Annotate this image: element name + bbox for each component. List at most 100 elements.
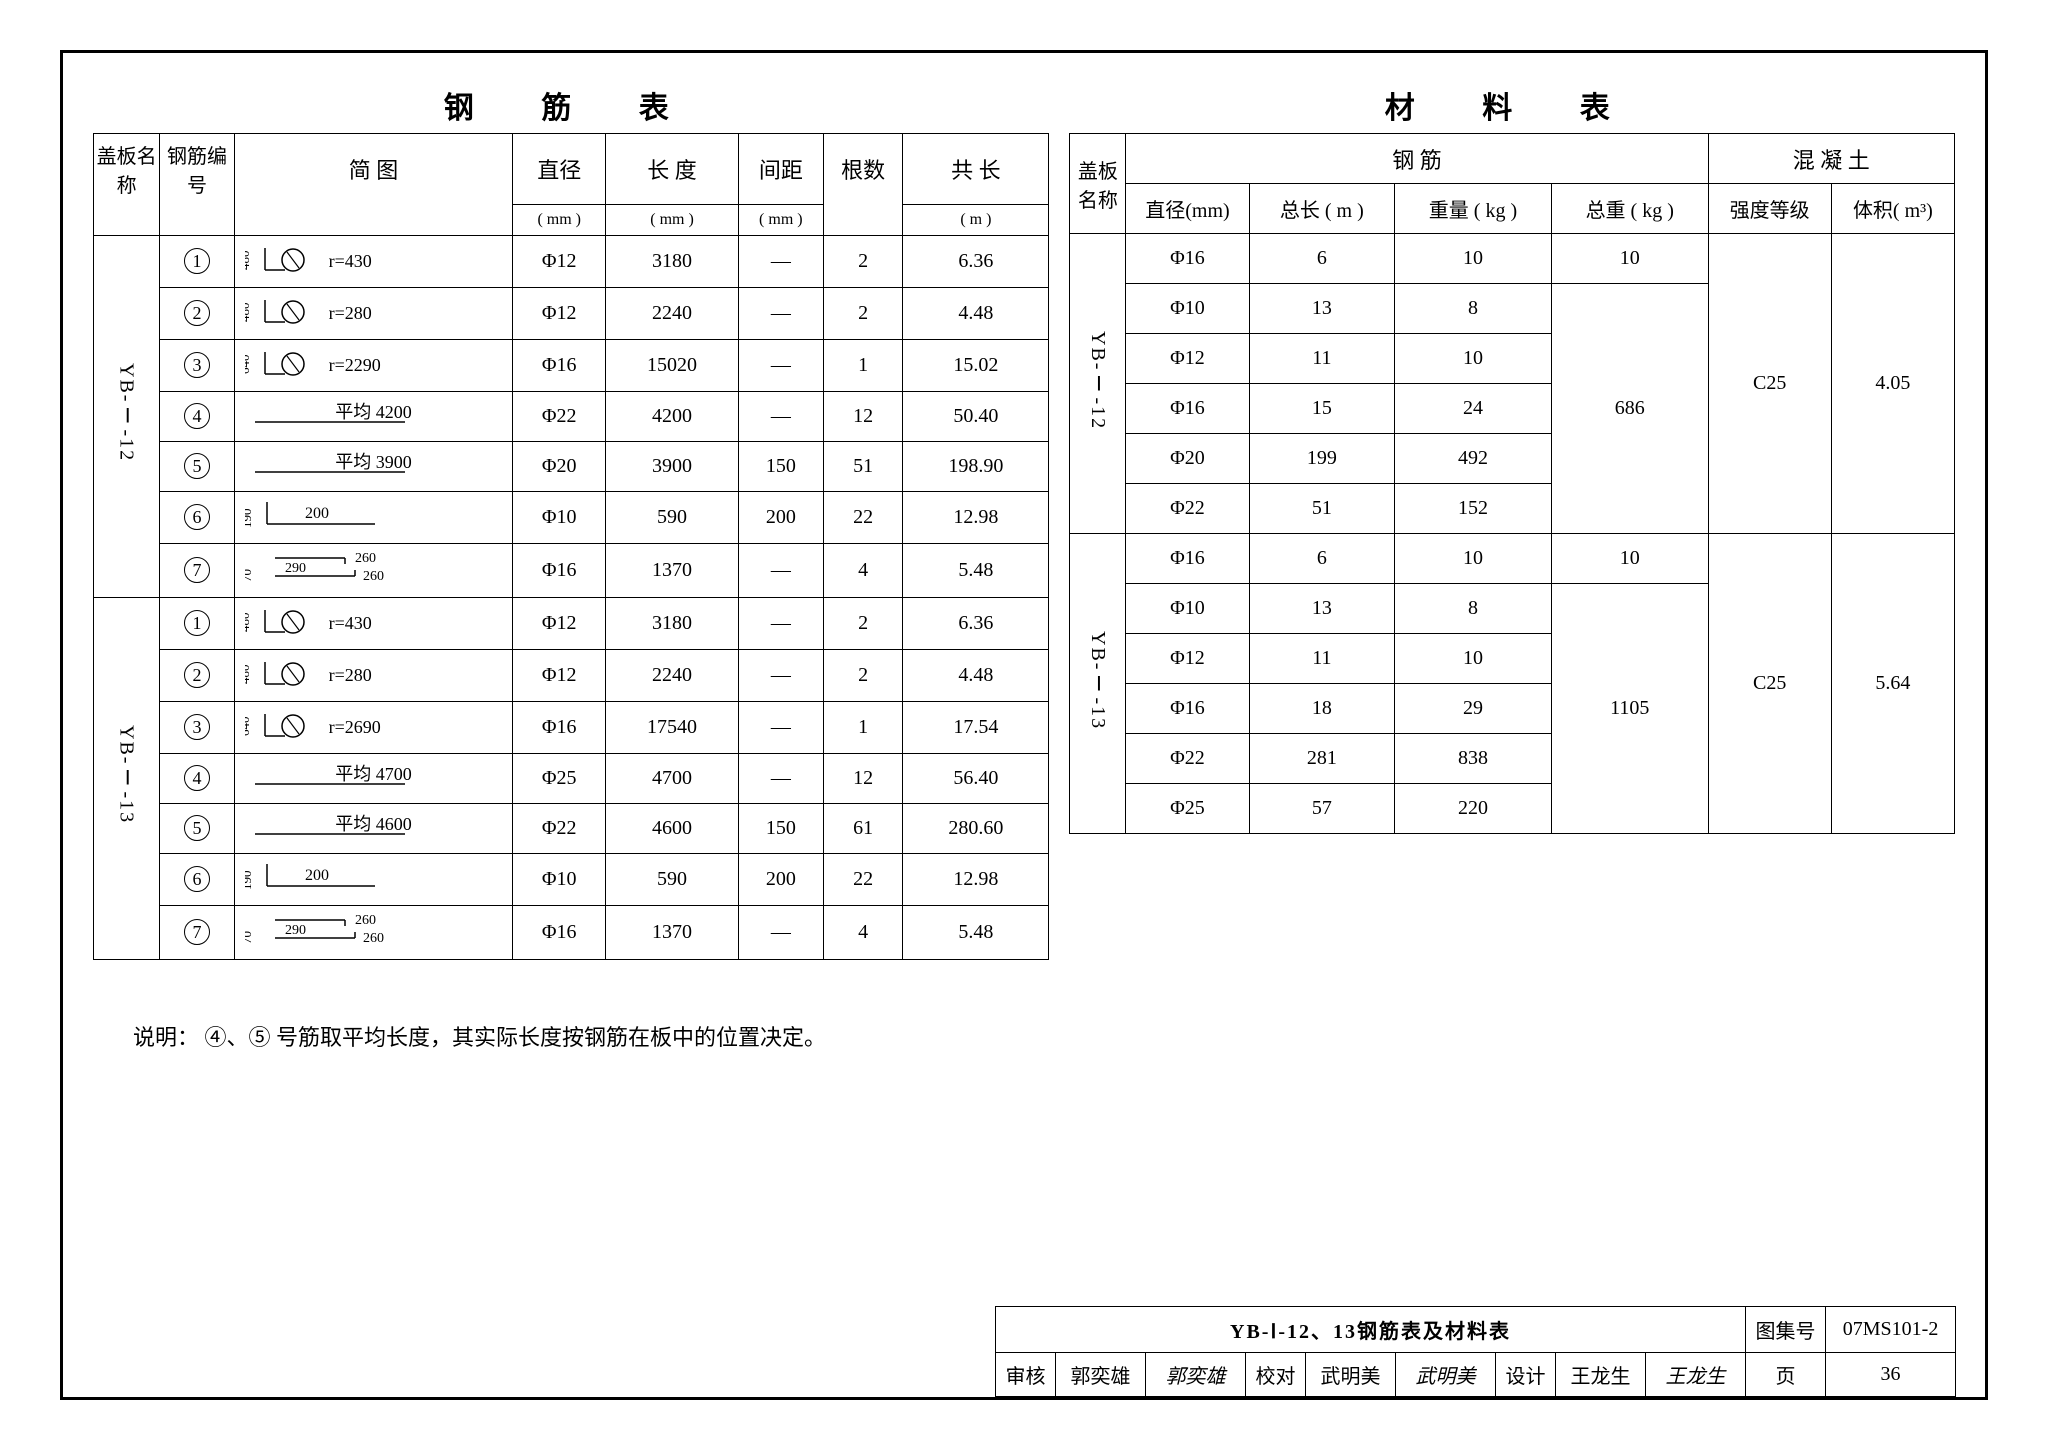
titleblock-main: YB-Ⅰ-12、13钢筋表及材料表 — [996, 1307, 1746, 1353]
cell-tot: 6.36 — [903, 235, 1049, 287]
hdr-tot: 共 长 — [951, 158, 1001, 183]
cell-d: Φ12 — [513, 649, 606, 701]
cell-tot: 12.98 — [903, 491, 1049, 543]
table-row: YB-Ⅰ-12Φ1661010C254.05 — [1070, 234, 1955, 284]
cell-sp: — — [738, 235, 823, 287]
mhdr-len: 总长 ( m ) — [1249, 184, 1395, 234]
mhdr-dia: 直径(mm) — [1126, 184, 1249, 234]
cell-dia: Φ20 — [1126, 434, 1249, 484]
cell-cnt: 1 — [823, 339, 903, 391]
cell-len: 1370 — [606, 543, 739, 597]
cell-len: 4200 — [606, 391, 739, 441]
rebar-no: 1 — [184, 610, 210, 636]
rebar-diagram: 480 r=280 — [234, 649, 513, 701]
svg-text:260: 260 — [363, 931, 384, 946]
cell-cnt: 4 — [823, 905, 903, 959]
rebar-no: 2 — [184, 300, 210, 326]
page-no: 36 — [1826, 1353, 1956, 1397]
cell-dia: Φ16 — [1126, 234, 1249, 284]
cell-len: 3180 — [606, 235, 739, 287]
cell-sp: 150 — [738, 803, 823, 853]
cell-grade: C25 — [1708, 534, 1831, 834]
cell-len: 3180 — [606, 597, 739, 649]
cell-sp: 200 — [738, 853, 823, 905]
cell-sp: — — [738, 597, 823, 649]
cell-d: Φ10 — [513, 491, 606, 543]
cell-cnt: 61 — [823, 803, 903, 853]
plate-name: YB-Ⅰ-13 — [115, 725, 139, 824]
material-table: 盖板名称 钢 筋 混 凝 土 直径(mm) 总长 ( m ) 重量 ( kg )… — [1069, 133, 1955, 834]
cell-d: Φ22 — [513, 803, 606, 853]
cell-dia: Φ16 — [1126, 534, 1249, 584]
hdr-sp-u: ( mm ) — [738, 204, 823, 235]
table-row: 4 平均 4700Φ254700—1256.40 — [94, 753, 1049, 803]
note-text: ④、⑤ 号筋取平均长度，其实际长度按钢筋在板中的位置决定。 — [205, 1025, 827, 1050]
cell-tot: 4.48 — [903, 649, 1049, 701]
table-row: 7 70 260 290 260 Φ161370—45.48 — [94, 905, 1049, 959]
svg-text:260: 260 — [355, 913, 376, 928]
cell-twt-top: 10 — [1551, 234, 1708, 284]
cell-dia: Φ10 — [1126, 584, 1249, 634]
svg-text:190: 190 — [245, 508, 254, 528]
cell-tot: 56.40 — [903, 753, 1049, 803]
svg-text:290: 290 — [285, 561, 306, 576]
cell-len: 2240 — [606, 287, 739, 339]
cell-wt: 152 — [1395, 484, 1552, 534]
plate-name: YB-Ⅰ-13 — [1086, 631, 1110, 730]
cell-dia: Φ25 — [1126, 784, 1249, 834]
hdr-dia: 直径 — [537, 158, 581, 183]
hdr-diagram: 简 图 — [349, 158, 399, 183]
checker-name: 武明美 — [1306, 1353, 1396, 1397]
rebar-no: 5 — [184, 815, 210, 841]
table-row: 2 480 r=280Φ122240—24.48 — [94, 287, 1049, 339]
cell-tot: 15.02 — [903, 339, 1049, 391]
cell-len: 13 — [1249, 584, 1395, 634]
designer-name: 王龙生 — [1556, 1353, 1646, 1397]
svg-text:200: 200 — [305, 867, 329, 884]
cell-d: Φ25 — [513, 753, 606, 803]
rebar-no: 5 — [184, 453, 210, 479]
rebar-table: 盖板名称 钢筋编号 简 图 直径 长 度 间距 根数 共 长 — [93, 133, 1049, 960]
cell-sp: 200 — [738, 491, 823, 543]
rebar-diagram: 190 200 — [234, 491, 513, 543]
cell-cnt: 2 — [823, 649, 903, 701]
svg-text:480: 480 — [245, 612, 252, 632]
hdr-cnt: 根数 — [841, 158, 885, 183]
cell-dia: Φ12 — [1126, 334, 1249, 384]
mhdr-plate: 盖板名称 — [1078, 161, 1118, 212]
rebar-no: 4 — [184, 403, 210, 429]
table-row: YB-Ⅰ-13Φ1661010C255.64 — [1070, 534, 1955, 584]
svg-text:260: 260 — [355, 551, 376, 566]
rebar-diagram: 平均 3900 — [234, 441, 513, 491]
auditor-sig: 郭奕雄 — [1146, 1353, 1246, 1397]
mhdr-twt: 总重 ( kg ) — [1551, 184, 1708, 234]
rebar-table-title: 钢 筋 表 — [93, 83, 1049, 127]
rebar-no: 7 — [184, 919, 210, 945]
cell-cnt: 12 — [823, 753, 903, 803]
rebar-diagram: 640 r=2690 — [234, 701, 513, 753]
mhdr-vol: 体积( m³) — [1831, 184, 1954, 234]
svg-text:640: 640 — [245, 354, 252, 374]
designer-label: 设计 — [1496, 1353, 1556, 1397]
rebar-diagram: 480 r=430 — [234, 235, 513, 287]
cell-cnt: 4 — [823, 543, 903, 597]
rebar-diagram: 480 r=430 — [234, 597, 513, 649]
cell-dia: Φ10 — [1126, 284, 1249, 334]
cell-dia: Φ16 — [1126, 384, 1249, 434]
rebar-diagram: 70 260 290 260 — [234, 543, 513, 597]
cell-wt: 24 — [1395, 384, 1552, 434]
note-block: 说明： ④、⑤ 号筋取平均长度，其实际长度按钢筋在板中的位置决定。 — [93, 1020, 1955, 1052]
hdr-rebar-no: 钢筋编号 — [167, 146, 227, 197]
material-table-title: 材 料 表 — [1069, 83, 1955, 127]
table-row: 3 640 r=2690Φ1617540—117.54 — [94, 701, 1049, 753]
cell-len: 57 — [1249, 784, 1395, 834]
cell-sp: 150 — [738, 441, 823, 491]
mhdr-rebar: 钢 筋 — [1392, 148, 1442, 173]
cell-wt: 8 — [1395, 284, 1552, 334]
cell-len: 11 — [1249, 634, 1395, 684]
svg-text:260: 260 — [363, 569, 384, 584]
auditor-label: 审核 — [996, 1353, 1056, 1397]
hdr-tot-u: ( m ) — [903, 204, 1049, 235]
rebar-no: 1 — [184, 248, 210, 274]
table-row: 6 190 200 Φ105902002212.98 — [94, 491, 1049, 543]
